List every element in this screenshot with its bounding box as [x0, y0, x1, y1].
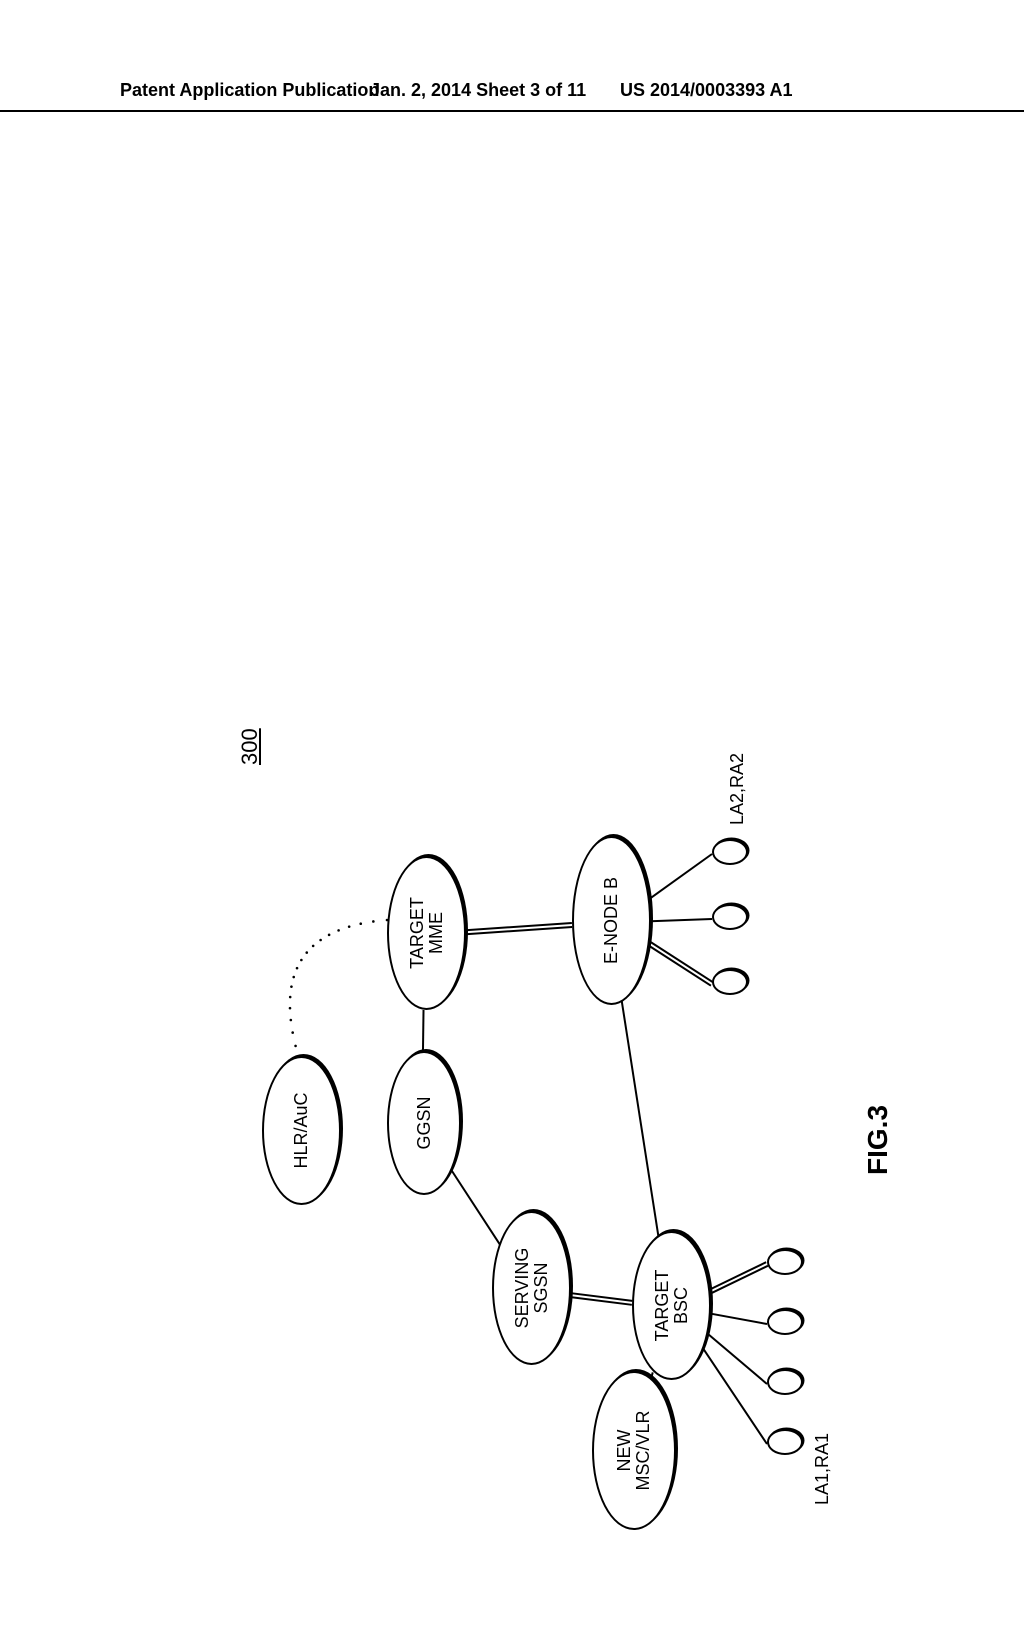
cell-antenna: [712, 904, 748, 930]
cell-antenna: [712, 839, 748, 865]
cell-antenna: [767, 1309, 803, 1335]
page-header: Patent Application Publication Jan. 2, 2…: [0, 80, 1024, 112]
header-mid: Jan. 2, 2014 Sheet 3 of 11: [370, 80, 586, 101]
reference-number: 300: [237, 728, 263, 765]
node-mme: TARGETMME: [387, 856, 466, 1010]
figure-rotated-container: 300 FIG.3 HLR/AuCGGSNTARGETMMESERVINGSGS…: [587, 625, 937, 1125]
network-diagram: 300 FIG.3 HLR/AuC GGSN TARGETMME SERVINGSGS…: [237, 625, 937, 1625]
cell-antenna: [767, 1249, 803, 1275]
cell-antenna: [767, 1369, 803, 1395]
node-hlr: HLR/AuC: [262, 1056, 341, 1205]
cell-antenna: [712, 969, 748, 995]
node-enb: E-NODE B: [572, 836, 651, 1005]
figure-caption: FIG.3: [862, 1105, 894, 1175]
header-right: US 2014/0003393 A1: [620, 80, 792, 101]
cell-antenna: [767, 1429, 803, 1455]
node-sgsn: SERVINGSGSN: [492, 1211, 571, 1365]
node-bsc: TARGETBSC: [632, 1231, 711, 1380]
header-left: Patent Application Publication: [120, 80, 379, 101]
node-ggsn: GGSN: [387, 1051, 461, 1195]
node-msc: NEWMSC/VLR: [592, 1371, 676, 1530]
label-la2: LA2,RA2: [727, 753, 748, 825]
label-la1: LA1,RA1: [812, 1433, 833, 1505]
